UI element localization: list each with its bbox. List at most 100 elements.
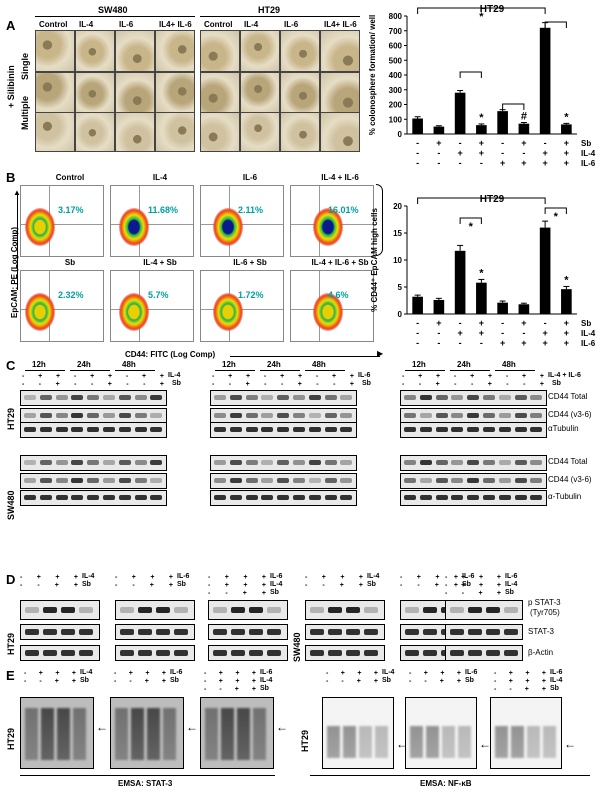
treatment-sign: - xyxy=(437,148,440,158)
blot-band xyxy=(61,650,75,656)
bar xyxy=(518,123,530,134)
treatment-sign: - xyxy=(505,373,509,380)
treatment-sign-row: - + + - + + - + + xyxy=(402,373,544,380)
flow-plot xyxy=(200,185,284,257)
blot-band xyxy=(340,395,353,400)
blot-band xyxy=(419,460,432,465)
treatment-sign: + xyxy=(470,373,475,380)
blot-band xyxy=(24,478,36,483)
sb-sign: - xyxy=(333,381,336,388)
treatment-sign: + xyxy=(461,574,466,581)
treatment-sign: - xyxy=(204,686,207,693)
blot-band xyxy=(103,395,115,400)
blot-band xyxy=(150,478,163,483)
treatment-sign: - xyxy=(24,678,27,685)
y-axis-label: % colonosphere formation/ well xyxy=(368,15,377,135)
flow-event-cloud xyxy=(213,293,243,331)
blot-band xyxy=(61,607,75,613)
treatment-sign-row: - + + + xyxy=(400,574,458,581)
treatment-sign: + xyxy=(150,574,155,581)
blot-band xyxy=(324,395,337,400)
treatment-sign: - xyxy=(437,328,440,338)
treatment-sign: - xyxy=(459,158,462,168)
bar xyxy=(433,299,445,314)
sb-label: Sb xyxy=(362,380,371,387)
blot-strip xyxy=(115,645,195,661)
treatment-sign: + xyxy=(416,574,421,581)
colonosphere-bar-chart: HT29 0 100 200 300 400 500 600 700 800 % colonosph… xyxy=(368,4,596,168)
blot-band xyxy=(24,395,36,400)
treatment-label: IL-4 xyxy=(260,677,273,684)
emsa-gel xyxy=(322,697,394,769)
blot-band xyxy=(55,460,68,465)
blot-band xyxy=(293,460,305,465)
flow-event-cloud xyxy=(213,208,243,246)
blot-band xyxy=(249,629,263,635)
blot-band xyxy=(468,607,482,613)
treatment-sign: - xyxy=(416,148,419,158)
blot-band xyxy=(156,650,170,656)
emsa-lane xyxy=(426,726,439,758)
colonosphere-photo xyxy=(155,72,195,114)
blot-band xyxy=(214,395,226,400)
sb-sign: - xyxy=(470,381,474,388)
blot-strip xyxy=(400,390,547,406)
blot-band xyxy=(483,478,495,483)
blot-band xyxy=(498,395,511,400)
treatment-sign: + xyxy=(521,338,526,348)
blot-band xyxy=(24,495,36,500)
treatment-sign: + xyxy=(456,678,461,685)
treatment-label: Sb xyxy=(260,685,269,692)
treatment-sign: + xyxy=(55,670,60,677)
bracket-asterisk: * xyxy=(479,11,484,23)
column-label: IL-4 xyxy=(244,20,259,29)
ht29-header: HT29 xyxy=(258,5,281,15)
blot-band xyxy=(498,495,511,500)
treatment-sign: + xyxy=(479,318,484,328)
treatment-sign: - xyxy=(20,582,23,589)
blot-band xyxy=(261,395,274,400)
blot-band xyxy=(267,629,281,635)
blot-band xyxy=(174,650,188,656)
blot-band xyxy=(55,413,68,418)
treatment-sign: + xyxy=(218,670,223,677)
treatment-sign: + xyxy=(228,373,233,380)
flow-percentage: 3.17% xyxy=(58,205,84,215)
treatment-sign: - xyxy=(204,678,207,685)
emsa-gel xyxy=(20,697,94,769)
treatment-sign: - xyxy=(501,148,504,158)
emsa-lane xyxy=(343,726,356,758)
blot-band xyxy=(293,427,305,432)
treatment-label: IL-4 xyxy=(270,581,283,588)
sb-sign: - xyxy=(523,381,526,388)
blot-strip xyxy=(400,473,547,489)
blot-band xyxy=(25,629,39,635)
flow-percentage: 16.01% xyxy=(328,205,359,215)
blot-band xyxy=(419,413,432,418)
e-ht29-right-label: HT29 xyxy=(300,729,310,752)
shift-arrow-icon: ← xyxy=(564,737,576,751)
blot-band xyxy=(229,478,242,483)
treatment-sign: + xyxy=(128,670,133,677)
blot-band xyxy=(435,427,448,432)
blot-band xyxy=(346,650,360,656)
blot-band xyxy=(103,413,115,418)
sb-sign: - xyxy=(126,381,129,388)
blot-band xyxy=(231,607,245,613)
treatment-sign: + xyxy=(234,686,239,693)
y-tick-label: 20 xyxy=(393,202,402,211)
panel-d-letter: D xyxy=(6,572,16,587)
blot-strip xyxy=(210,390,357,406)
treatment-sign: - xyxy=(416,158,419,168)
flow-quadrant-h xyxy=(21,309,103,310)
treatment-sign: + xyxy=(434,582,439,589)
emsa-lane xyxy=(253,708,266,760)
blot-band xyxy=(324,495,337,500)
flow-plot xyxy=(20,185,104,257)
blot-band xyxy=(261,460,274,465)
treatment-sign-row: - - + + xyxy=(204,686,256,693)
blot-band xyxy=(324,427,337,432)
blot-strip xyxy=(210,455,357,471)
y-tick-label: 0 xyxy=(398,130,403,139)
treatment-sign: - xyxy=(263,373,267,380)
